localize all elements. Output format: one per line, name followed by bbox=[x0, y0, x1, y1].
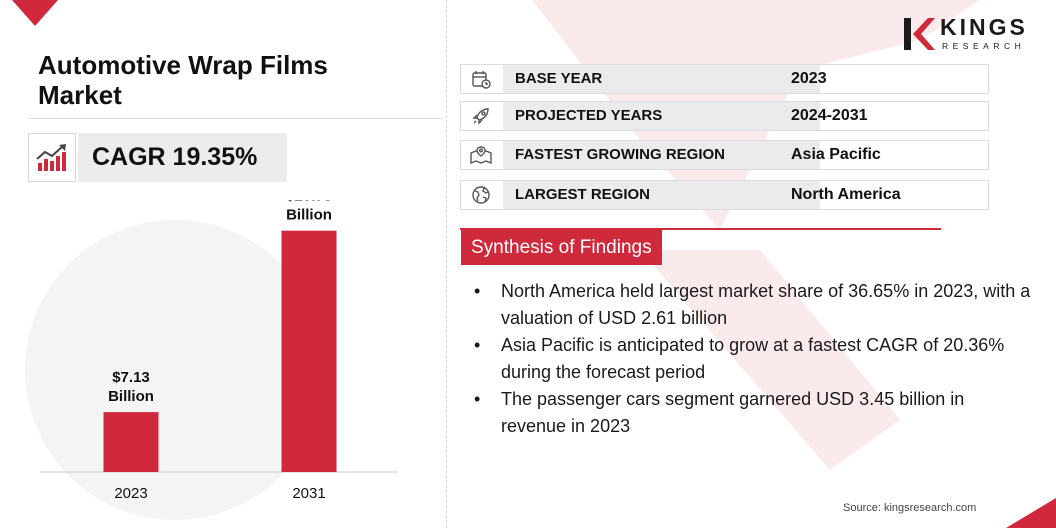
corner-triangle-bottom-right bbox=[1006, 498, 1056, 528]
bar-unit-label: Billion bbox=[286, 207, 332, 224]
source-credit: Source: kingsresearch.com bbox=[843, 502, 977, 514]
stat-row-largest-region: LARGEST REGION North America bbox=[460, 180, 989, 210]
synthesis-rule bbox=[460, 228, 941, 230]
bar-2023 bbox=[103, 412, 159, 472]
stat-label: FASTEST GROWING REGION bbox=[503, 141, 820, 169]
corner-triangle-top-left bbox=[12, 0, 58, 26]
synthesis-heading: Synthesis of Findings bbox=[461, 230, 662, 265]
globe-icon bbox=[461, 181, 501, 209]
stat-row-projected-years: PROJECTED YEARS 2024-2031 bbox=[460, 101, 989, 131]
bar-2031 bbox=[281, 230, 337, 472]
bar-value-label: $7.13 bbox=[112, 369, 150, 386]
vertical-divider bbox=[446, 0, 447, 528]
stat-label: LARGEST REGION bbox=[503, 181, 820, 209]
stat-value: Asia Pacific bbox=[791, 146, 881, 163]
finding-item: North America held largest market share … bbox=[474, 278, 1034, 332]
stat-row-fastest-growing-region: FASTEST GROWING REGION Asia Pacific bbox=[460, 140, 989, 170]
stat-label: BASE YEAR bbox=[503, 65, 820, 93]
bars-layer: $7.13 Billion 2023 $28.73 Billion 2031 bbox=[103, 200, 337, 502]
background-globe bbox=[25, 220, 325, 520]
bar-unit-label: Billion bbox=[108, 388, 154, 405]
map-icon bbox=[461, 141, 501, 169]
stat-value: North America bbox=[791, 186, 901, 203]
finding-item: The passenger cars segment garnered USD … bbox=[474, 386, 1034, 440]
stat-value: 2023 bbox=[791, 70, 827, 87]
cagr-value: CAGR 19.35% bbox=[78, 133, 287, 182]
stat-value: 2024-2031 bbox=[791, 107, 868, 124]
growth-chart-icon bbox=[28, 133, 76, 182]
rocket-icon bbox=[461, 102, 501, 130]
stat-row-base-year: BASE YEAR 2023 bbox=[460, 64, 989, 94]
logo-wordmark: KINGS bbox=[940, 14, 1028, 40]
finding-item: Asia Pacific is anticipated to grow at a… bbox=[474, 332, 1034, 386]
page-title: Automotive Wrap Films Market bbox=[38, 50, 328, 110]
findings-list: North America held largest market share … bbox=[474, 278, 1034, 440]
category-label: 2031 bbox=[292, 485, 325, 502]
stat-label: PROJECTED YEARS bbox=[503, 102, 820, 130]
calendar-icon bbox=[461, 65, 501, 93]
title-divider bbox=[28, 118, 442, 119]
logo-subtitle: RESEARCH bbox=[942, 41, 1026, 51]
market-size-bar-chart: $7.13 Billion 2023 $28.73 Billion 2031 bbox=[40, 200, 398, 502]
bar-value-label: $28.73 bbox=[286, 200, 332, 205]
cagr-badge: CAGR 19.35% bbox=[28, 133, 287, 182]
category-label: 2023 bbox=[114, 485, 147, 502]
kings-research-logo: KINGS RESEARCH bbox=[902, 14, 1034, 54]
